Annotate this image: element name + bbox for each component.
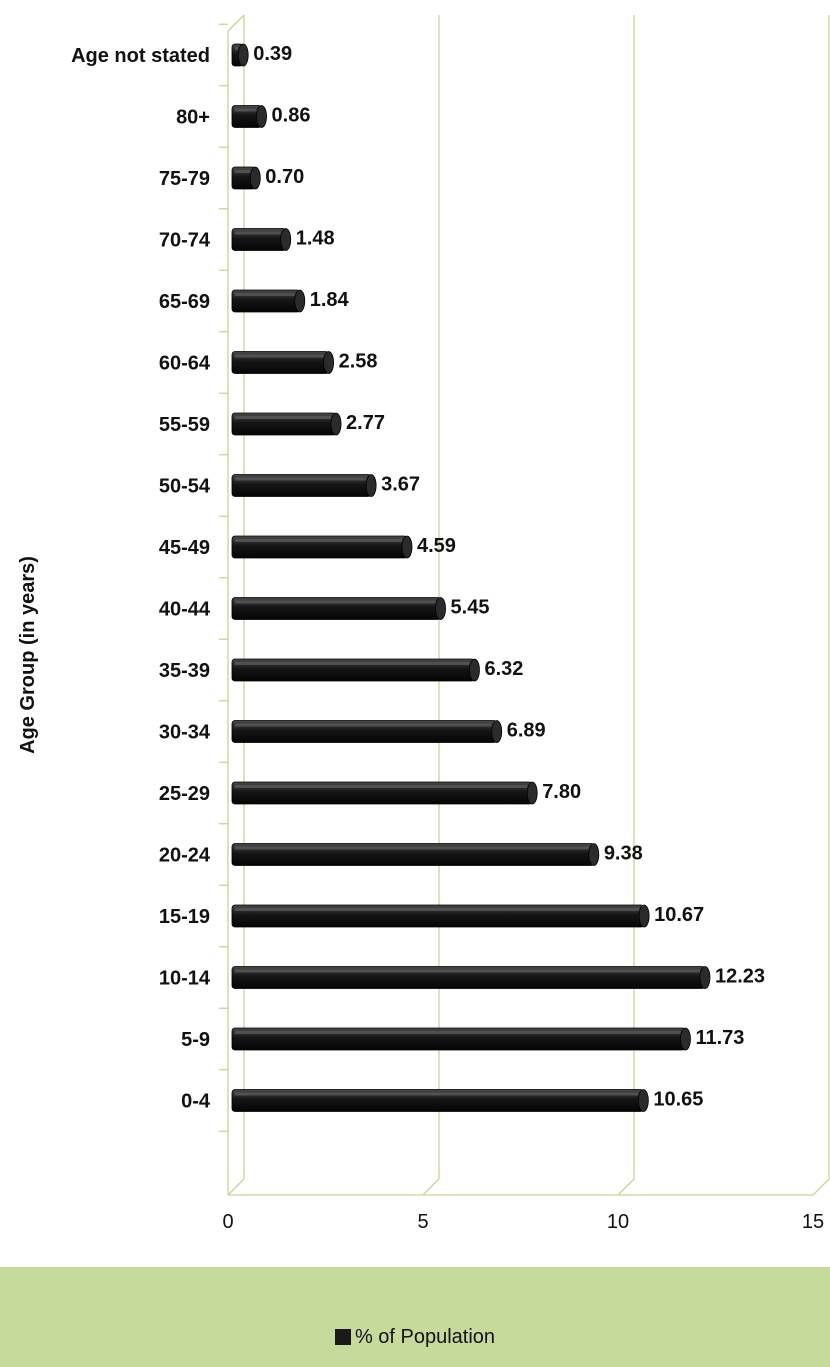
category-label: Age not stated [71,45,210,67]
bar-highlight [235,477,367,481]
bar-end-cap [323,351,335,374]
x-tick-label: 5 [417,1211,428,1233]
bar-end-cap [365,474,377,497]
bar-end-cap [588,843,600,866]
category-label: 0-4 [181,1091,211,1113]
bar-end-cap [401,535,413,559]
bar-end-cap [280,228,292,251]
wall-top-edge [227,14,245,32]
bar-highlight [235,416,332,419]
bar-end-cap [249,166,261,190]
bar-highlight [235,170,251,173]
bar-highlight [235,47,239,50]
data-label: 0.39 [253,43,292,65]
data-label: 6.89 [507,720,546,742]
x-tick-label: 10 [607,1211,629,1233]
bar-highlight [235,1092,639,1096]
bar-highlight [235,1031,681,1034]
bar-highlight [235,785,528,788]
data-label: 5.45 [451,597,490,619]
category-label: 10-14 [159,968,211,990]
bar-end-cap [435,597,446,620]
category-label: 55-59 [159,414,210,436]
bar-end-cap [256,105,267,128]
bar-highlight [235,539,403,542]
category-label: 30-34 [159,722,211,744]
floor-diagonal-10 [617,1178,635,1196]
bar-end-cap [699,966,711,989]
bar-highlight [235,723,492,727]
bar-end-cap [638,904,650,928]
bar-highlight [235,600,436,604]
bar-end-cap [637,1089,649,1112]
bar-highlight [235,662,470,665]
category-label: 25-29 [159,783,210,805]
x-tick-label: 15 [802,1211,824,1233]
category-label: 20-24 [159,845,211,867]
bar-end-cap [294,289,306,313]
data-label: 11.73 [695,1027,744,1049]
category-label: 45-49 [159,537,210,559]
data-label: 10.65 [653,1089,703,1111]
bar-highlight [235,969,700,973]
data-label: 0.70 [265,166,304,188]
legend-label: % of Population [354,1325,496,1348]
data-label: 7.80 [542,781,581,803]
legend-swatch [334,1329,351,1345]
data-label: 0.86 [272,105,311,127]
data-label: 6.32 [484,658,523,680]
bar-end-cap [237,43,249,67]
bar-highlight [235,846,589,850]
data-label: 1.48 [296,228,335,250]
floor-diagonal-5 [422,1178,440,1196]
category-label: 40-44 [159,599,211,621]
bar-end-cap [491,720,503,743]
bar-highlight [235,293,295,296]
floor-diagonal-0 [227,1178,245,1196]
bar-end-cap [526,781,538,805]
category-label: 60-64 [159,353,211,375]
data-label: 3.67 [381,474,420,496]
y-axis-title: Age Group (in years) [17,556,39,754]
legend: % of Population [0,1322,830,1352]
data-label: 2.77 [346,412,385,434]
x-tick-label: 0 [222,1211,233,1233]
category-label: 75-79 [159,168,210,190]
bar-end-cap [680,1027,691,1051]
category-label: 65-69 [159,291,210,313]
bar-highlight [235,231,281,235]
bar-end-cap [330,412,342,436]
floor-diagonal-15 [812,1178,830,1196]
bar-end-cap [469,658,480,682]
data-label: 10.67 [654,904,704,926]
bar-highlight [235,908,640,911]
legend-band [0,1267,830,1367]
bar-highlight [235,108,257,112]
data-label: 2.58 [339,351,378,373]
category-label: 80+ [176,107,210,129]
bar-highlight [235,354,324,358]
category-label: 35-39 [159,660,210,682]
data-label: 1.84 [310,289,350,311]
bar-chart: 0 5 10 15 Age not stated 0.39 80+ 0.86 75-79 0.70… [17,14,830,1233]
category-label: 50-54 [159,476,211,498]
category-label: 5-9 [181,1029,210,1051]
category-label: 15-19 [159,906,210,928]
data-label: 9.38 [604,843,643,865]
data-label: 12.23 [715,966,765,988]
category-label: 70-74 [159,230,211,252]
data-label: 4.59 [417,535,456,557]
